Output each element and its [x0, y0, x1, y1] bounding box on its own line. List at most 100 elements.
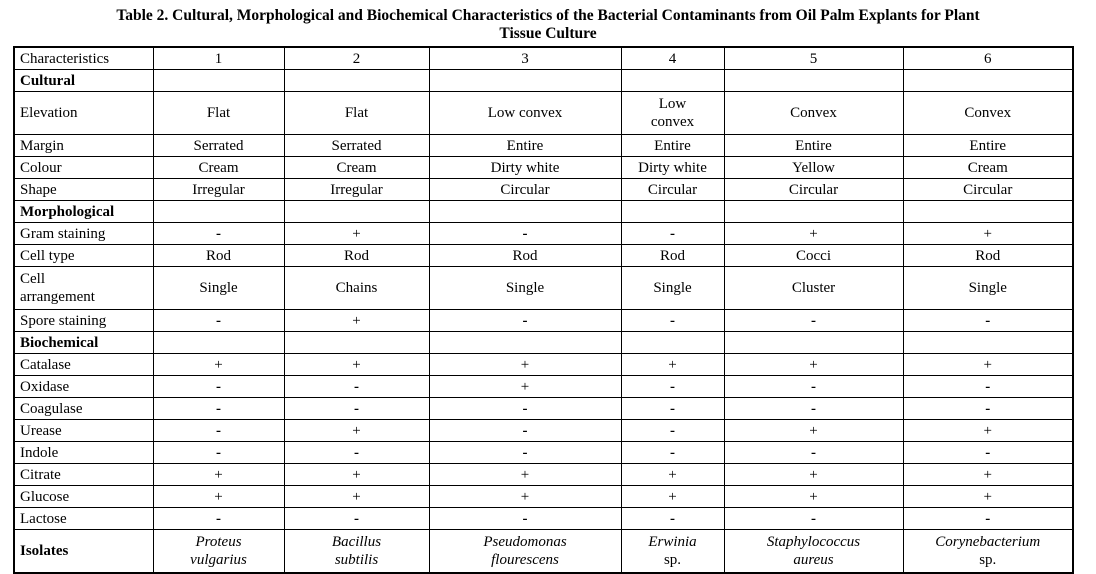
cell-citrate-6: + — [902, 463, 1074, 486]
cell-spore-staining-4: - — [620, 309, 725, 332]
empty-cell-morphological-3 — [428, 200, 622, 223]
cell-value: - — [216, 378, 221, 395]
cell-lactose-6: - — [902, 507, 1074, 530]
row-oxidase: Oxidase - - + - - - — [13, 375, 1074, 398]
cell-value: - — [354, 400, 359, 417]
column-header-5: 5 — [723, 46, 904, 70]
cell-gram-staining-4: - — [620, 222, 725, 245]
cell-value: + — [809, 422, 818, 439]
cell-value: Flat — [344, 105, 369, 121]
cell-coagulase-5: - — [723, 397, 904, 420]
row-label-morphological: Morphological — [13, 200, 154, 223]
cell-value: Single — [505, 280, 545, 296]
row-cell-type: Cell type Rod Rod Rod Rod Cocci Rod — [13, 244, 1074, 267]
cell-cell-type-5: Cocci — [723, 244, 904, 267]
cell-value: Low convex — [487, 105, 563, 121]
cell-catalase-5: + — [723, 353, 904, 376]
cell-gram-staining-3: - — [428, 222, 622, 245]
cell-gram-staining-5: + — [723, 222, 904, 245]
cell-value: Irregular — [192, 181, 245, 198]
cell-glucose-4: + — [620, 485, 725, 508]
row-label-margin: Margin — [13, 134, 154, 157]
cell-colour-3: Dirty white — [428, 156, 622, 179]
row-label-cell-type: Cell type — [13, 244, 154, 267]
cell-citrate-1: + — [152, 463, 285, 486]
cell-value: Cluster — [791, 280, 836, 296]
cell-value: Chains — [335, 280, 378, 296]
cell-margin-4: Entire — [620, 134, 725, 157]
row-isolates: Isolates Proteus vulgarius Bacillus subtilis… — [13, 529, 1074, 574]
cell-elevation-4: Low convex — [620, 91, 725, 135]
empty-cell-morphological-5 — [723, 200, 904, 223]
cell-cell-arrangement-5: Cluster — [723, 266, 904, 310]
cell-urease-5: + — [723, 419, 904, 442]
row-label-glucose: Glucose — [13, 485, 154, 508]
cell-indole-1: - — [152, 441, 285, 464]
empty-cell-biochemical-2 — [283, 331, 430, 354]
cell-oxidase-6: - — [902, 375, 1074, 398]
cell-citrate-4: + — [620, 463, 725, 486]
empty-cell-cultural-1 — [152, 69, 285, 92]
cell-value: Entire — [795, 137, 832, 154]
cell-value: Yellow — [792, 159, 835, 176]
column-header-4: 4 — [620, 46, 725, 70]
cell-coagulase-3: - — [428, 397, 622, 420]
cell-value: - — [216, 510, 221, 527]
row-label-catalase: Catalase — [13, 353, 154, 376]
cell-value: + — [520, 378, 530, 395]
cell-value: - — [985, 510, 991, 527]
cell-coagulase-4: - — [620, 397, 725, 420]
cell-value: + — [520, 466, 530, 483]
row-lactose: Lactose - - - - - - — [13, 507, 1074, 530]
isolate-species: aureus — [793, 552, 834, 568]
cell-shape-5: Circular — [723, 178, 904, 201]
cell-value: + — [809, 225, 818, 242]
empty-cell-cultural-2 — [283, 69, 430, 92]
cell-citrate-2: + — [283, 463, 430, 486]
isolate-species: subtilis — [334, 552, 379, 568]
cell-oxidase-1: - — [152, 375, 285, 398]
empty-cell-biochemical-4 — [620, 331, 725, 354]
cell-indole-2: - — [283, 441, 430, 464]
cell-value: - — [811, 400, 816, 417]
column-header-characteristics: Characteristics — [13, 46, 154, 70]
row-label-cultural: Cultural — [13, 69, 154, 92]
column-header-6: 6 — [902, 46, 1074, 70]
cell-elevation-6: Convex — [902, 91, 1074, 135]
row-label-cell-arrangement: Cell arrangement — [13, 266, 154, 310]
cell-value: Circular — [500, 181, 550, 198]
cell-value: Serrated — [193, 137, 244, 154]
row-label-isolates: Isolates — [13, 529, 154, 574]
cell-value: - — [985, 444, 991, 461]
cell-lactose-1: - — [152, 507, 285, 530]
column-header-3: 3 — [428, 46, 622, 70]
cell-value: + — [352, 422, 361, 439]
cell-lactose-2: - — [283, 507, 430, 530]
cell-indole-4: - — [620, 441, 725, 464]
cell-cell-arrangement-3: Single — [428, 266, 622, 310]
isolate-genus: Corynebacterium — [935, 534, 1041, 550]
cell-value: - — [216, 225, 221, 242]
cell-cell-type-4: Rod — [620, 244, 725, 267]
cell-margin-3: Entire — [428, 134, 622, 157]
cell-value: - — [522, 444, 528, 461]
cell-value: - — [670, 225, 675, 242]
cell-value: + — [983, 466, 992, 483]
cell-cell-arrangement-6: Single — [902, 266, 1074, 310]
cell-value: - — [216, 444, 221, 461]
cell-value: Convex — [964, 105, 1012, 121]
cell-spore-staining-6: - — [902, 309, 1074, 332]
cell-catalase-4: + — [620, 353, 725, 376]
cell-spore-staining-2: + — [283, 309, 430, 332]
cell-margin-5: Entire — [723, 134, 904, 157]
cell-value: + — [668, 356, 677, 373]
isolate-genus: Erwinia — [648, 534, 697, 550]
cell-value: Flat — [206, 105, 231, 121]
table-title: Table 2. Cultural, Morphological and Bio… — [0, 0, 1096, 43]
cell-shape-1: Irregular — [152, 178, 285, 201]
row-margin: Margin Serrated Serrated Entire Entire Entire… — [13, 134, 1074, 157]
cell-catalase-1: + — [152, 353, 285, 376]
cell-cell-arrangement-1: Single — [152, 266, 285, 310]
cell-value: + — [983, 225, 992, 242]
row-colour: Colour Cream Cream Dirty white Dirty white Ye… — [13, 156, 1074, 179]
